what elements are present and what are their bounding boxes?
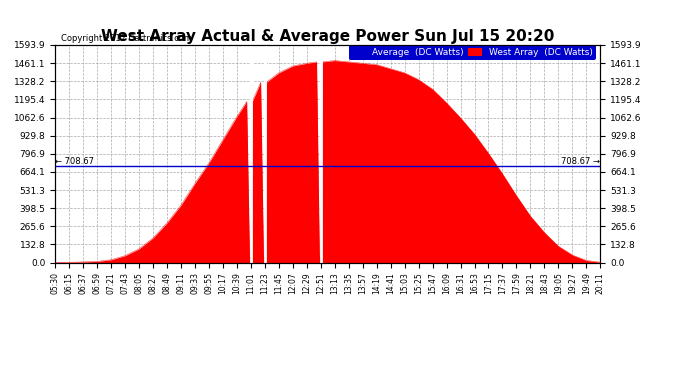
- Text: ← 708.67: ← 708.67: [55, 157, 95, 166]
- Text: 708.67 →: 708.67 →: [561, 157, 600, 166]
- Title: West Array Actual & Average Power Sun Jul 15 20:20: West Array Actual & Average Power Sun Ju…: [101, 29, 555, 44]
- Legend: Average  (DC Watts), West Array  (DC Watts): Average (DC Watts), West Array (DC Watts…: [349, 45, 595, 60]
- Text: Copyright 2012 Cartronics.com: Copyright 2012 Cartronics.com: [61, 34, 192, 43]
